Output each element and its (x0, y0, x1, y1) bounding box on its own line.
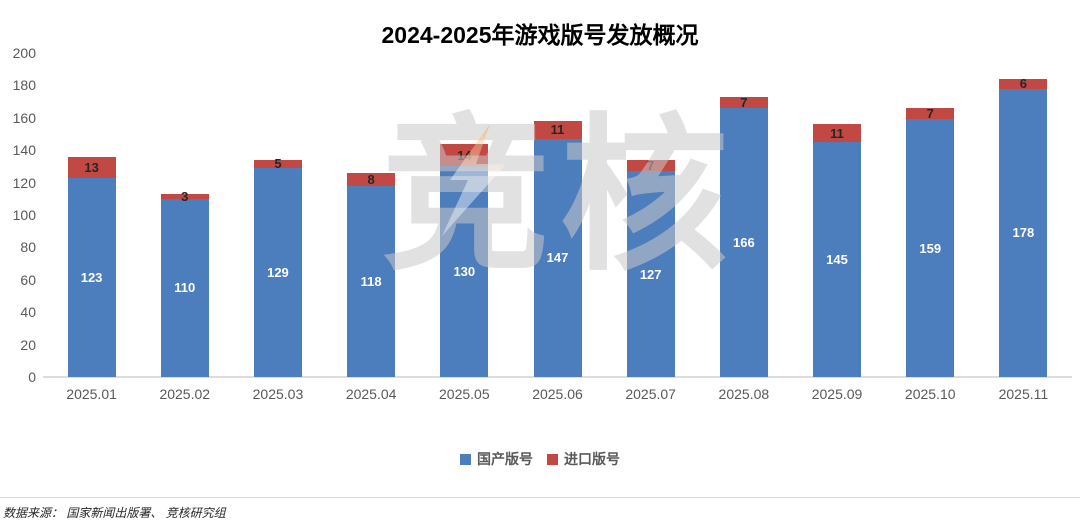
bar-segment-import: 11 (533, 121, 582, 139)
x-axis-label: 2025.04 (345, 386, 397, 402)
bar-segment-import: 8 (347, 171, 396, 187)
bar-value-label: 6 (1019, 76, 1028, 92)
x-axis-label: 2025.11 (998, 386, 1049, 402)
legend: 国产版号 进口版号 (0, 449, 1080, 469)
bar-segment-domestic: 130 (440, 166, 489, 377)
y-axis-tick-label: 100 (12, 207, 36, 223)
x-axis-label: 2025.09 (811, 386, 863, 402)
x-axis-label: 2025.02 (159, 386, 211, 402)
x-axis-label: 2025.05 (439, 386, 490, 402)
bar-value-label: 166 (733, 235, 755, 251)
bar-segment-import: 7 (719, 94, 768, 110)
bar-value-label: 129 (267, 265, 289, 280)
bar-segment-import: 3 (160, 190, 209, 203)
bar-segment-import: 14 (440, 143, 489, 167)
plot-area: 0 20 40 60 80 100 120 140 160 180 200 123 13 2025.01 1… (12, 45, 1072, 402)
y-axis-tick-label: 120 (12, 174, 36, 191)
bar-segment-import: 13 (67, 156, 116, 178)
x-axis-label: 2025.08 (718, 386, 770, 402)
legend-label: 进口版号 (564, 451, 620, 467)
bar-value-label: 130 (453, 264, 476, 280)
x-axis-label: 2025.06 (532, 386, 583, 402)
bar-segment-domestic: 147 (533, 138, 582, 377)
legend-label: 国产版号 (477, 451, 533, 467)
y-axis-tick-label: 60 (20, 271, 36, 288)
bar-value-label: 13 (84, 159, 99, 175)
bar-value-label: 110 (174, 280, 196, 296)
bar-value-label: 145 (826, 252, 848, 268)
bar-value-label: 11 (830, 125, 844, 141)
bar-segment-domestic: 145 (813, 142, 862, 377)
bar-value-label: 14 (457, 147, 472, 163)
bar-segment-domestic: 123 (67, 177, 116, 377)
bar-segment-domestic: 118 (347, 185, 396, 377)
bar-value-label: 3 (181, 188, 189, 204)
x-axis-label: 2025.07 (625, 386, 676, 402)
bar-value-label: 127 (639, 266, 662, 282)
chart-title: 2024-2025年游戏版号发放概况 (381, 22, 699, 48)
bar-value-label: 7 (740, 94, 748, 110)
bar-segment-import: 7 (906, 106, 955, 122)
data-source-note: 数据来源： 国家新闻出版署、 竞核研究组 (3, 506, 226, 520)
bar-segment-import: 11 (813, 124, 862, 143)
bar-value-label: 159 (919, 240, 942, 256)
y-axis-tick-label: 40 (20, 304, 36, 321)
legend-item-import: 进口版号 (547, 449, 620, 469)
y-axis-tick-label: 0 (28, 369, 36, 385)
bar-value-label: 147 (546, 250, 569, 266)
legend-item-domestic: 国产版号 (460, 449, 533, 469)
bar-segment-domestic: 127 (626, 171, 675, 377)
footer-divider (0, 497, 1080, 498)
bar-segment-domestic: 110 (160, 198, 209, 377)
y-axis-tick-label: 80 (20, 239, 36, 256)
bar-value-label: 7 (926, 106, 934, 122)
y-axis-tick-label: 140 (12, 142, 36, 159)
x-axis-label: 2025.01 (66, 386, 117, 402)
x-axis-label: 2025.10 (904, 386, 956, 402)
y-axis-tick-label: 20 (20, 336, 36, 353)
bar-segment-domestic: 129 (253, 168, 302, 377)
legend-swatch-icon (460, 453, 471, 465)
legend-swatch-icon (547, 453, 558, 465)
bar-segment-import: 6 (999, 76, 1048, 92)
x-axis-label: 2025.03 (252, 386, 304, 402)
bar-segment-domestic: 159 (906, 119, 955, 377)
bar-segment-domestic: 178 (999, 88, 1048, 377)
bar-value-label: 118 (360, 273, 382, 289)
bar-value-label: 11 (550, 122, 565, 138)
bar-segment-import: 5 (253, 156, 302, 172)
bar-value-label: 8 (367, 171, 375, 187)
bar-value-label: 178 (1012, 225, 1035, 241)
bar-segment-import: 7 (626, 158, 675, 174)
bar-value-label: 7 (647, 158, 655, 174)
bar-value-label: 5 (274, 156, 282, 172)
y-axis-tick-label: 200 (12, 45, 36, 61)
y-axis-tick-label: 160 (12, 109, 36, 126)
y-axis-tick-label: 180 (12, 77, 36, 94)
bar-segment-domestic: 166 (719, 108, 768, 377)
x-axis-line (43, 376, 1072, 378)
bar-value-label: 123 (80, 269, 103, 285)
